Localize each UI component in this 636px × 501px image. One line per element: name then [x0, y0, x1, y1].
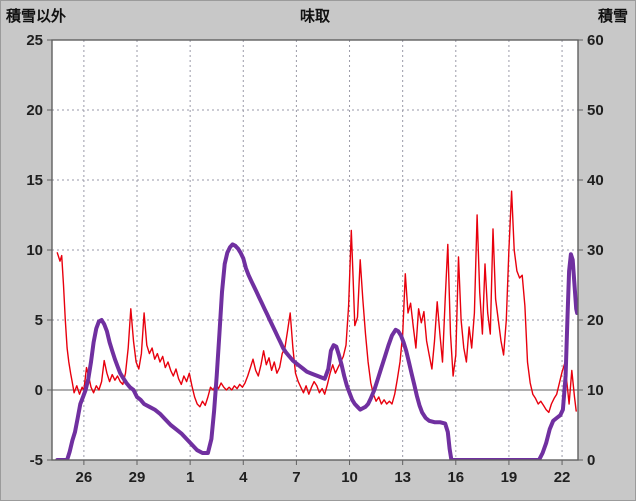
x-axis-tick-label: 7 — [292, 469, 300, 486]
right-axis-tick-label: 0 — [587, 452, 595, 469]
x-axis-tick-label: 29 — [129, 469, 146, 486]
right-axis-tick-label: 50 — [587, 102, 604, 119]
left-axis-tick-label: 15 — [26, 172, 43, 189]
x-axis-tick-label: 1 — [186, 469, 194, 486]
chart-title: 味取 — [299, 8, 330, 25]
right-axis-tick-label: 40 — [587, 172, 604, 189]
right-axis-tick-label: 30 — [587, 242, 604, 259]
left-axis-tick-label: -5 — [30, 452, 43, 469]
tick-marks — [47, 39, 583, 465]
x-axis-tick-label: 16 — [447, 469, 464, 486]
x-axis-tick-label: 4 — [239, 469, 248, 486]
plot-area — [52, 40, 578, 460]
left-axis-tick-label: 5 — [35, 312, 43, 329]
snow-depth-line — [55, 242, 578, 460]
right-axis-tick-label: 60 — [587, 32, 604, 49]
x-axis-tick-label: 22 — [554, 469, 571, 486]
right-axis-title: 積雪 — [597, 8, 628, 25]
x-axis-tick-label: 10 — [341, 469, 358, 486]
left-axis-tick-label: 0 — [35, 382, 43, 399]
x-axis-tick-label: 13 — [394, 469, 411, 486]
left-axis-title: 積雪以外 — [6, 8, 67, 25]
x-axis-tick-label: 19 — [501, 469, 518, 486]
right-axis-tick-label: 20 — [587, 312, 604, 329]
temperature-line — [56, 190, 577, 414]
right-axis-tick-label: 10 — [587, 382, 604, 399]
x-axis-tick-label: 26 — [76, 469, 93, 486]
left-axis-tick-label: 10 — [26, 242, 43, 259]
left-axis-tick-label: 20 — [26, 102, 43, 119]
left-axis-tick-label: 25 — [26, 32, 43, 49]
